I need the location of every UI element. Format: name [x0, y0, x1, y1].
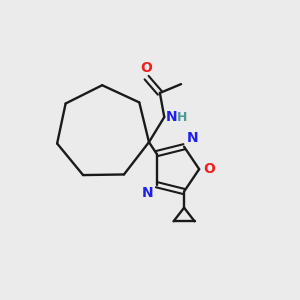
- Text: N: N: [142, 186, 154, 200]
- Text: H: H: [177, 111, 187, 124]
- Text: O: O: [203, 162, 215, 176]
- Text: N: N: [166, 110, 177, 124]
- Text: O: O: [141, 61, 153, 75]
- Text: N: N: [187, 131, 199, 145]
